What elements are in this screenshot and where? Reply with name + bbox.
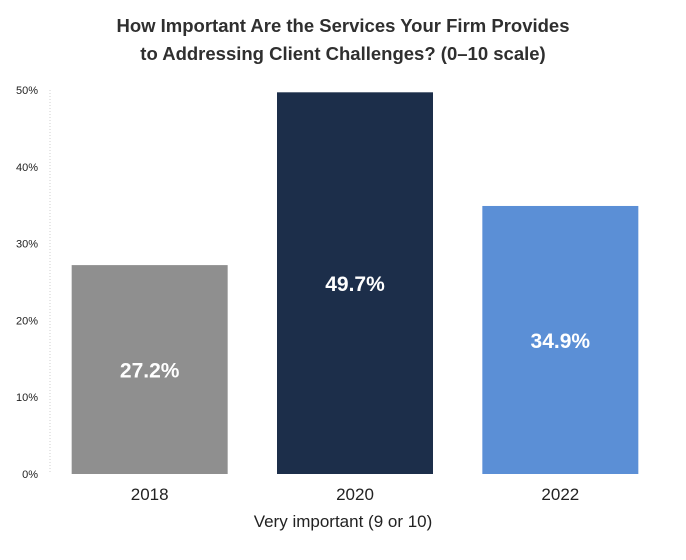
data-label-2018: 27.2% [120, 360, 180, 383]
x-axis: 2018 2020 2022 [131, 485, 579, 504]
data-label-2020: 49.7% [325, 273, 385, 296]
bar-2020 [277, 92, 433, 474]
x-axis-title: Very important (9 or 10) [253, 512, 433, 531]
y-tick-label: 0% [22, 469, 38, 481]
chart-title-line-1: How Important Are the Services Your Firm… [116, 15, 570, 36]
chart-title-line-2: to Addressing Client Challenges? (0–10 s… [140, 43, 546, 64]
y-tick-label: 50% [16, 85, 38, 97]
bars [71, 92, 639, 474]
y-tick-label: 40% [16, 162, 38, 174]
x-tick-label: 2020 [336, 485, 374, 504]
x-tick-label: 2018 [131, 485, 169, 504]
chart-title: How Important Are the Services Your Firm… [0, 12, 686, 68]
data-labels: 27.2% 49.7% 34.9% [120, 273, 591, 382]
bar-2022 [482, 205, 639, 474]
y-tick-label: 30% [16, 239, 38, 251]
bar-2018 [71, 265, 228, 474]
data-label-2022: 34.9% [531, 330, 591, 353]
y-axis: 0% 10% 20% 30% 40% 50% [16, 85, 51, 481]
x-tick-label: 2022 [541, 485, 579, 504]
y-tick-label: 20% [16, 315, 38, 327]
y-tick-label: 10% [16, 392, 38, 404]
